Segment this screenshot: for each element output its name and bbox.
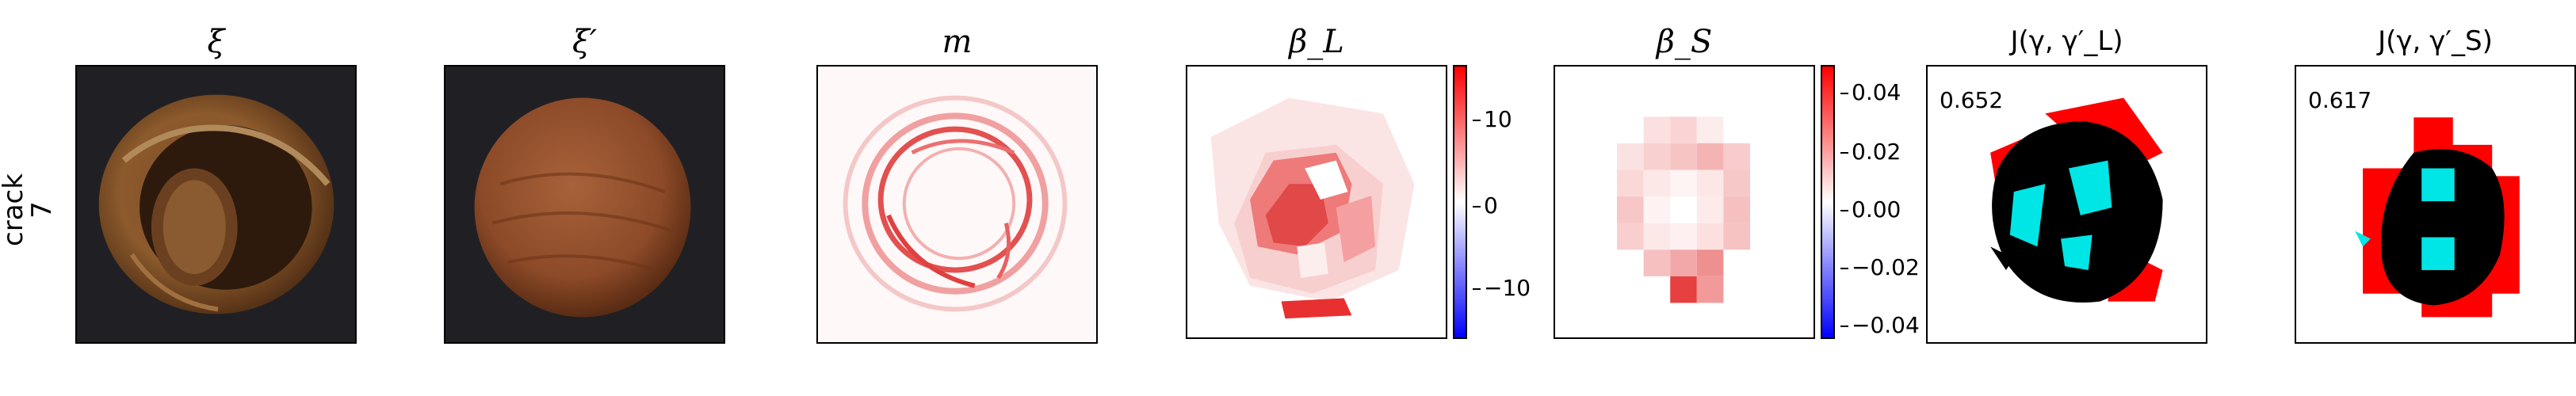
panel-title-xi-prime: ξ′ — [571, 24, 598, 60]
patch-cell — [1696, 143, 1724, 170]
patch-cell — [1670, 116, 1697, 143]
colorbar-beta-s-tick: 0.00 — [1840, 196, 1901, 223]
patch-cell — [1696, 249, 1724, 276]
patch-cell — [1670, 143, 1697, 170]
patch-cell — [1643, 223, 1671, 250]
patch-cell — [1643, 143, 1671, 170]
overlap-map-s — [2296, 67, 2574, 342]
overlap-map-l — [1928, 67, 2206, 342]
row-label-line1: crack — [0, 173, 29, 246]
image-beta-l — [1186, 65, 1447, 339]
patch-cell — [1643, 196, 1671, 223]
panel-title-jaccard-l: J(γ, γ′_L) — [2010, 25, 2123, 57]
colorbar-beta-s-tick: −0.04 — [1840, 312, 1920, 338]
jaccard-score-l: 0.652 — [1940, 87, 2004, 113]
image-xi-prime — [444, 65, 725, 344]
row-label-line2: 7 — [26, 201, 58, 219]
patch-cell — [1670, 276, 1697, 303]
panel-title-jaccard-s: J(γ, γ′_S) — [2378, 25, 2493, 57]
patch-cell — [1617, 196, 1644, 223]
patch-cell — [1696, 169, 1724, 197]
patch-cell — [1670, 196, 1697, 223]
patch-cell — [1723, 196, 1750, 223]
patch-cell — [1617, 143, 1644, 170]
hazelnut-cracked-image — [77, 67, 355, 342]
patch-cell — [1696, 196, 1724, 223]
colorbar-beta-l — [1453, 65, 1467, 339]
patch-cell — [1696, 276, 1724, 303]
panel-title-beta-l: β_L — [1289, 24, 1344, 60]
patch-cell — [1643, 116, 1671, 143]
patch-cell — [1723, 223, 1750, 250]
patch-cell — [1643, 249, 1671, 276]
patch-cell — [1643, 169, 1671, 197]
patch-cell — [1696, 223, 1724, 250]
image-xi — [75, 65, 357, 344]
patch-cell — [1696, 116, 1724, 143]
attribution-map-m — [818, 67, 1096, 342]
colorbar-beta-l-tick: 0 — [1473, 192, 1498, 219]
patch-cell — [1670, 249, 1697, 276]
colorbar-beta-s-tick: 0.04 — [1840, 79, 1901, 105]
panel-title-m: m — [942, 24, 973, 60]
hazelnut-reconstructed-image — [445, 67, 724, 342]
patch-cell — [1723, 169, 1750, 197]
colorbar-beta-l-tick: −10 — [1472, 275, 1531, 301]
patch-cell — [1670, 169, 1697, 197]
image-jaccard-s — [2295, 65, 2576, 344]
image-beta-s — [1554, 65, 1815, 339]
patch-cell — [1617, 223, 1644, 250]
colorbar-beta-s — [1821, 65, 1835, 339]
patch-cell — [1617, 169, 1644, 197]
colorbar-beta-s-tick: 0.02 — [1840, 139, 1901, 165]
panel-title-beta-s: β_S — [1656, 24, 1713, 60]
row-label: crack 7 — [0, 166, 58, 253]
patch-cell — [1670, 223, 1697, 250]
jaccard-score-s: 0.617 — [2308, 87, 2372, 113]
patch-map-beta-s — [1555, 67, 1814, 337]
superpixel-map-beta-l — [1187, 67, 1446, 337]
patch-cell — [1723, 143, 1750, 170]
colorbar-beta-s-tick: −0.02 — [1840, 254, 1920, 280]
image-jaccard-l — [1926, 65, 2207, 344]
panel-title-xi: ξ — [207, 24, 225, 60]
colorbar-beta-l-tick: 10 — [1473, 106, 1512, 132]
image-m — [816, 65, 1098, 344]
